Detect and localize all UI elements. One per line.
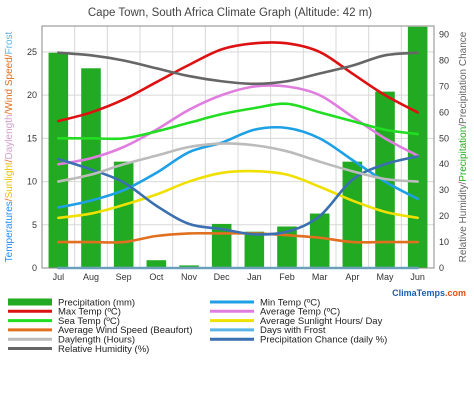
left-tick-label: 20 bbox=[27, 90, 37, 100]
x-tick-label: Apr bbox=[345, 272, 359, 282]
legend-label: Relative Humidity (%) bbox=[58, 344, 149, 355]
right-axis-ticks: 0 10 20 30 40 50 60 70 80 90 bbox=[439, 30, 449, 273]
left-tick-label: 5 bbox=[32, 220, 37, 230]
y-axis-left-label: Temperatures/Sunlight/Daylength/Wind Spe… bbox=[4, 31, 15, 262]
y-left-label-part: / bbox=[4, 159, 15, 162]
y-right-label-part: Precipitation Chance bbox=[458, 31, 469, 124]
line-average-temp-c bbox=[57, 84, 419, 166]
right-tick-label: 60 bbox=[439, 107, 449, 117]
line-min-temp-c bbox=[57, 125, 419, 209]
brand-part-1: Clima bbox=[392, 288, 418, 298]
plot-frame bbox=[41, 25, 435, 269]
precip-bar-mar bbox=[309, 213, 330, 268]
chart-title: Cape Town, South Africa Climate Graph (A… bbox=[88, 7, 372, 19]
x-axis-ticks: Jul Aug Sep Oct Nov Dec Jan Feb Mar Apr May Jun bbox=[53, 272, 425, 282]
y-left-label-part: Temperatures bbox=[4, 201, 15, 262]
right-tick-label: 10 bbox=[439, 237, 449, 247]
y-left-label-part: / bbox=[4, 54, 15, 57]
right-tick-label: 20 bbox=[439, 211, 449, 221]
precip-bar-apr bbox=[342, 161, 363, 268]
y-left-label-part: Daylength bbox=[4, 114, 15, 159]
legend-label: Max Temp (ºC) bbox=[58, 307, 121, 318]
right-tick-label: 90 bbox=[439, 30, 449, 40]
right-tick-label: 30 bbox=[439, 185, 449, 195]
left-tick-label: 0 bbox=[32, 263, 37, 273]
legend-label: Days with Frost bbox=[260, 325, 326, 336]
legend-label: Average Temp (ºC) bbox=[260, 307, 340, 318]
left-tick-label: 10 bbox=[27, 177, 37, 187]
x-tick-label: Mar bbox=[312, 272, 328, 282]
right-tick-label: 70 bbox=[439, 81, 449, 91]
line-daylength-hours bbox=[57, 142, 419, 183]
y-left-label-part: / bbox=[4, 198, 15, 201]
legend-label: Average Wind Speed (Beaufort) bbox=[58, 325, 192, 336]
y-right-label-part: Relative Humidity bbox=[458, 185, 469, 263]
x-tick-label: Dec bbox=[214, 272, 231, 282]
right-tick-label: 0 bbox=[439, 263, 444, 273]
legend-label: Sea Temp (ºC) bbox=[58, 316, 120, 327]
x-tick-label: Aug bbox=[83, 272, 99, 282]
line-relative-humidity bbox=[57, 51, 419, 86]
legend-label: Precipitation Chance (daily %) bbox=[260, 335, 387, 346]
precip-bar-dec bbox=[211, 223, 232, 268]
y-axis-right-label: Relative Humidity/Precipitation/Precipit… bbox=[458, 31, 469, 262]
right-tick-label: 50 bbox=[439, 133, 449, 143]
legend-label: Daylength (Hours) bbox=[58, 335, 135, 346]
x-tick-label: Feb bbox=[279, 272, 295, 282]
precip-bar-jan bbox=[244, 231, 265, 268]
precip-bar-feb bbox=[277, 226, 297, 268]
x-tick-label: Sep bbox=[116, 272, 132, 282]
line-average-sunlight-hours-day bbox=[57, 169, 419, 220]
y-left-label-part: Wind Speed bbox=[4, 57, 15, 111]
line-max-temp-c bbox=[57, 41, 419, 123]
right-tick-label: 40 bbox=[439, 159, 449, 169]
legend-label: Min Temp (ºC) bbox=[260, 297, 320, 308]
x-tick-label: Nov bbox=[181, 272, 198, 282]
brand-watermark: ClimaTemps.com bbox=[392, 288, 466, 298]
brand-part-3: .com bbox=[445, 288, 466, 298]
legend: Precipitation (mm) Min Temp (ºC) Max Temp … bbox=[8, 297, 387, 355]
y-right-label-part: Precipitation bbox=[458, 127, 469, 182]
legend-label: Precipitation (mm) bbox=[58, 297, 135, 308]
x-tick-label: Jan bbox=[247, 272, 262, 282]
left-tick-label: 15 bbox=[27, 133, 37, 143]
gridlines bbox=[42, 26, 434, 269]
series-lines bbox=[57, 41, 419, 270]
x-tick-label: Jul bbox=[53, 272, 65, 282]
left-axis-ticks: 0 5 10 15 20 25 bbox=[27, 47, 37, 273]
right-tick-label: 80 bbox=[439, 55, 449, 65]
legend-label: Average Sunlight Hours/ Day bbox=[260, 316, 383, 327]
legend-swatch-bar bbox=[8, 298, 52, 306]
line-sea-temp-c bbox=[57, 102, 419, 141]
brand-part-2: Temps bbox=[417, 288, 445, 298]
left-tick-label: 25 bbox=[27, 47, 37, 57]
x-tick-label: Jun bbox=[410, 272, 425, 282]
x-tick-label: May bbox=[376, 272, 394, 282]
y-right-label-part: / bbox=[458, 182, 469, 185]
x-tick-label: Oct bbox=[149, 272, 164, 282]
precip-bar-oct bbox=[146, 260, 167, 268]
y-left-label-part: Frost bbox=[4, 31, 15, 54]
precip-bar-sep bbox=[113, 161, 134, 268]
y-left-label-part: Sunlight bbox=[4, 162, 15, 198]
line-precipitation-chance-daily bbox=[57, 155, 419, 236]
precip-bar-jun bbox=[407, 26, 428, 268]
y-left-label-part: / bbox=[4, 111, 15, 114]
y-right-label-part: / bbox=[458, 124, 469, 127]
